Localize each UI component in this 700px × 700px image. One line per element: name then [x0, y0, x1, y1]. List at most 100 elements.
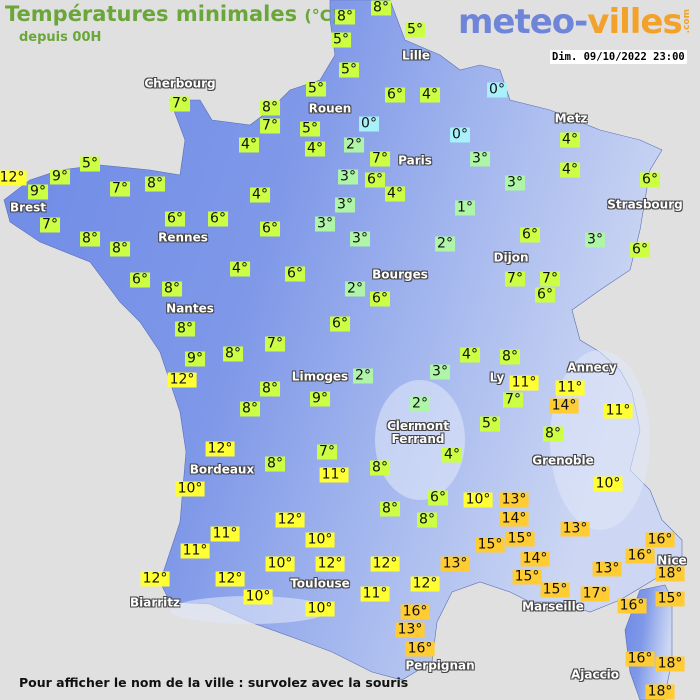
- temperature-marker[interactable]: 8°: [370, 459, 390, 476]
- temperature-marker[interactable]: 16°: [645, 531, 675, 548]
- temperature-marker[interactable]: 3°: [335, 196, 355, 213]
- temperature-marker[interactable]: 5°: [331, 31, 351, 48]
- temperature-marker[interactable]: 13°: [592, 560, 622, 577]
- temperature-marker[interactable]: 8°: [110, 240, 130, 257]
- temperature-marker[interactable]: 4°: [305, 140, 325, 157]
- temperature-marker[interactable]: 8°: [145, 175, 165, 192]
- temperature-marker[interactable]: 8°: [80, 230, 100, 247]
- temperature-marker[interactable]: 8°: [500, 348, 520, 365]
- temperature-marker[interactable]: 6°: [535, 286, 555, 303]
- temperature-marker[interactable]: 5°: [300, 120, 320, 137]
- temperature-marker[interactable]: 13°: [560, 520, 590, 537]
- temperature-marker[interactable]: 7°: [505, 270, 525, 287]
- temperature-marker[interactable]: 6°: [520, 226, 540, 243]
- temperature-marker[interactable]: 4°: [385, 185, 405, 202]
- temperature-marker[interactable]: 2°: [435, 235, 455, 252]
- temperature-marker[interactable]: 3°: [315, 215, 335, 232]
- temperature-marker[interactable]: 8°: [380, 500, 400, 517]
- temperature-marker[interactable]: 18°: [655, 655, 685, 672]
- temperature-marker[interactable]: 11°: [603, 402, 633, 419]
- temperature-marker[interactable]: 2°: [410, 395, 430, 412]
- temperature-marker[interactable]: 14°: [499, 510, 529, 527]
- temperature-marker[interactable]: 13°: [499, 491, 529, 508]
- temperature-marker[interactable]: 7°: [110, 180, 130, 197]
- temperature-marker[interactable]: 3°: [350, 230, 370, 247]
- temperature-marker[interactable]: 15°: [475, 536, 505, 553]
- temperature-marker[interactable]: 11°: [319, 466, 349, 483]
- temperature-marker[interactable]: 4°: [239, 136, 259, 153]
- temperature-marker[interactable]: 7°: [40, 216, 60, 233]
- temperature-marker[interactable]: 11°: [555, 379, 585, 396]
- temperature-marker[interactable]: 10°: [305, 600, 335, 617]
- temperature-marker[interactable]: 0°: [487, 81, 507, 98]
- temperature-marker[interactable]: 17°: [580, 585, 610, 602]
- temperature-marker[interactable]: 15°: [505, 530, 535, 547]
- temperature-marker[interactable]: 12°: [370, 555, 400, 572]
- temperature-marker[interactable]: 12°: [205, 440, 235, 457]
- temperature-marker[interactable]: 5°: [306, 80, 326, 97]
- temperature-marker[interactable]: 12°: [410, 575, 440, 592]
- temperature-marker[interactable]: 3°: [430, 363, 450, 380]
- temperature-marker[interactable]: 8°: [265, 455, 285, 472]
- temperature-marker[interactable]: 6°: [285, 265, 305, 282]
- temperature-marker[interactable]: 2°: [345, 280, 365, 297]
- temperature-marker[interactable]: 6°: [370, 290, 390, 307]
- temperature-marker[interactable]: 7°: [260, 117, 280, 134]
- temperature-marker[interactable]: 10°: [593, 475, 623, 492]
- temperature-marker[interactable]: 5°: [405, 21, 425, 38]
- temperature-marker[interactable]: 8°: [175, 320, 195, 337]
- temperature-marker[interactable]: 10°: [175, 480, 205, 497]
- temperature-marker[interactable]: 6°: [428, 489, 448, 506]
- temperature-marker[interactable]: 8°: [543, 425, 563, 442]
- temperature-marker[interactable]: 9°: [310, 390, 330, 407]
- temperature-marker[interactable]: 8°: [417, 511, 437, 528]
- temperature-marker[interactable]: 6°: [385, 86, 405, 103]
- temperature-marker[interactable]: 0°: [359, 115, 379, 132]
- temperature-marker[interactable]: 9°: [50, 168, 70, 185]
- temperature-marker[interactable]: 6°: [165, 210, 185, 227]
- temperature-marker[interactable]: 7°: [540, 270, 560, 287]
- temperature-marker[interactable]: 5°: [480, 415, 500, 432]
- temperature-marker[interactable]: 4°: [560, 161, 580, 178]
- temperature-marker[interactable]: 11°: [210, 525, 240, 542]
- temperature-marker[interactable]: 5°: [80, 155, 100, 172]
- temperature-marker[interactable]: 4°: [442, 446, 462, 463]
- temperature-marker[interactable]: 11°: [360, 585, 390, 602]
- temperature-marker[interactable]: 2°: [344, 136, 364, 153]
- temperature-marker[interactable]: 16°: [405, 640, 435, 657]
- temperature-marker[interactable]: 6°: [365, 171, 385, 188]
- temperature-marker[interactable]: 11°: [180, 542, 210, 559]
- temperature-marker[interactable]: 16°: [400, 603, 430, 620]
- temperature-marker[interactable]: 12°: [275, 511, 305, 528]
- temperature-marker[interactable]: 1°: [455, 199, 475, 216]
- temperature-marker[interactable]: 12°: [0, 170, 27, 186]
- temperature-marker[interactable]: 6°: [630, 241, 650, 258]
- temperature-marker[interactable]: 8°: [240, 400, 260, 417]
- temperature-marker[interactable]: 9°: [185, 350, 205, 367]
- temperature-marker[interactable]: 4°: [460, 346, 480, 363]
- temperature-marker[interactable]: 13°: [395, 621, 425, 638]
- temperature-marker[interactable]: 9°: [28, 183, 48, 200]
- temperature-marker[interactable]: 12°: [140, 570, 170, 587]
- temperature-marker[interactable]: 6°: [260, 220, 280, 237]
- temperature-marker[interactable]: 18°: [645, 683, 675, 700]
- temperature-marker[interactable]: 12°: [167, 371, 197, 388]
- temperature-marker[interactable]: 15°: [655, 590, 685, 607]
- temperature-marker[interactable]: 10°: [265, 555, 295, 572]
- temperature-marker[interactable]: 8°: [260, 99, 280, 116]
- temperature-marker[interactable]: 13°: [440, 555, 470, 572]
- temperature-marker[interactable]: 7°: [370, 150, 390, 167]
- temperature-marker[interactable]: 8°: [260, 380, 280, 397]
- temperature-marker[interactable]: 16°: [625, 650, 655, 667]
- temperature-marker[interactable]: 0°: [450, 126, 470, 143]
- temperature-marker[interactable]: 10°: [463, 491, 493, 508]
- temperature-marker[interactable]: 7°: [503, 391, 523, 408]
- temperature-marker[interactable]: 8°: [335, 8, 355, 25]
- temperature-marker[interactable]: 3°: [505, 174, 525, 191]
- temperature-marker[interactable]: 7°: [170, 95, 190, 112]
- temperature-marker[interactable]: 10°: [305, 531, 335, 548]
- temperature-marker[interactable]: 3°: [338, 168, 358, 185]
- temperature-marker[interactable]: 8°: [223, 345, 243, 362]
- temperature-marker[interactable]: 5°: [339, 61, 359, 78]
- temperature-marker[interactable]: 16°: [617, 597, 647, 614]
